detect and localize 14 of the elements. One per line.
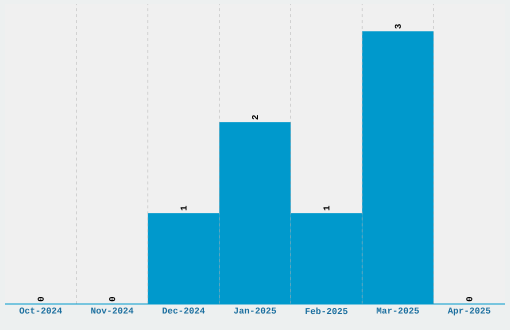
data-label: 0: [109, 296, 116, 302]
data-label: 1: [180, 206, 187, 210]
x-tick-label: Nov-2024: [91, 308, 134, 314]
x-tick-label: Jan-2025: [234, 308, 276, 314]
data-label: 3: [394, 24, 401, 29]
x-tick-label: Mar-2025: [376, 308, 419, 314]
data-label: 0: [38, 296, 44, 302]
data-label: 0: [466, 296, 472, 302]
x-tick-label: Apr-2025: [448, 308, 490, 316]
data-label: 1: [323, 206, 330, 210]
x-tick-label: Dec-2024: [162, 308, 205, 314]
x-tick-label: Oct-2024: [20, 308, 62, 314]
x-tick-label: Feb-2025: [306, 308, 348, 314]
data-label: 2: [252, 115, 258, 120]
